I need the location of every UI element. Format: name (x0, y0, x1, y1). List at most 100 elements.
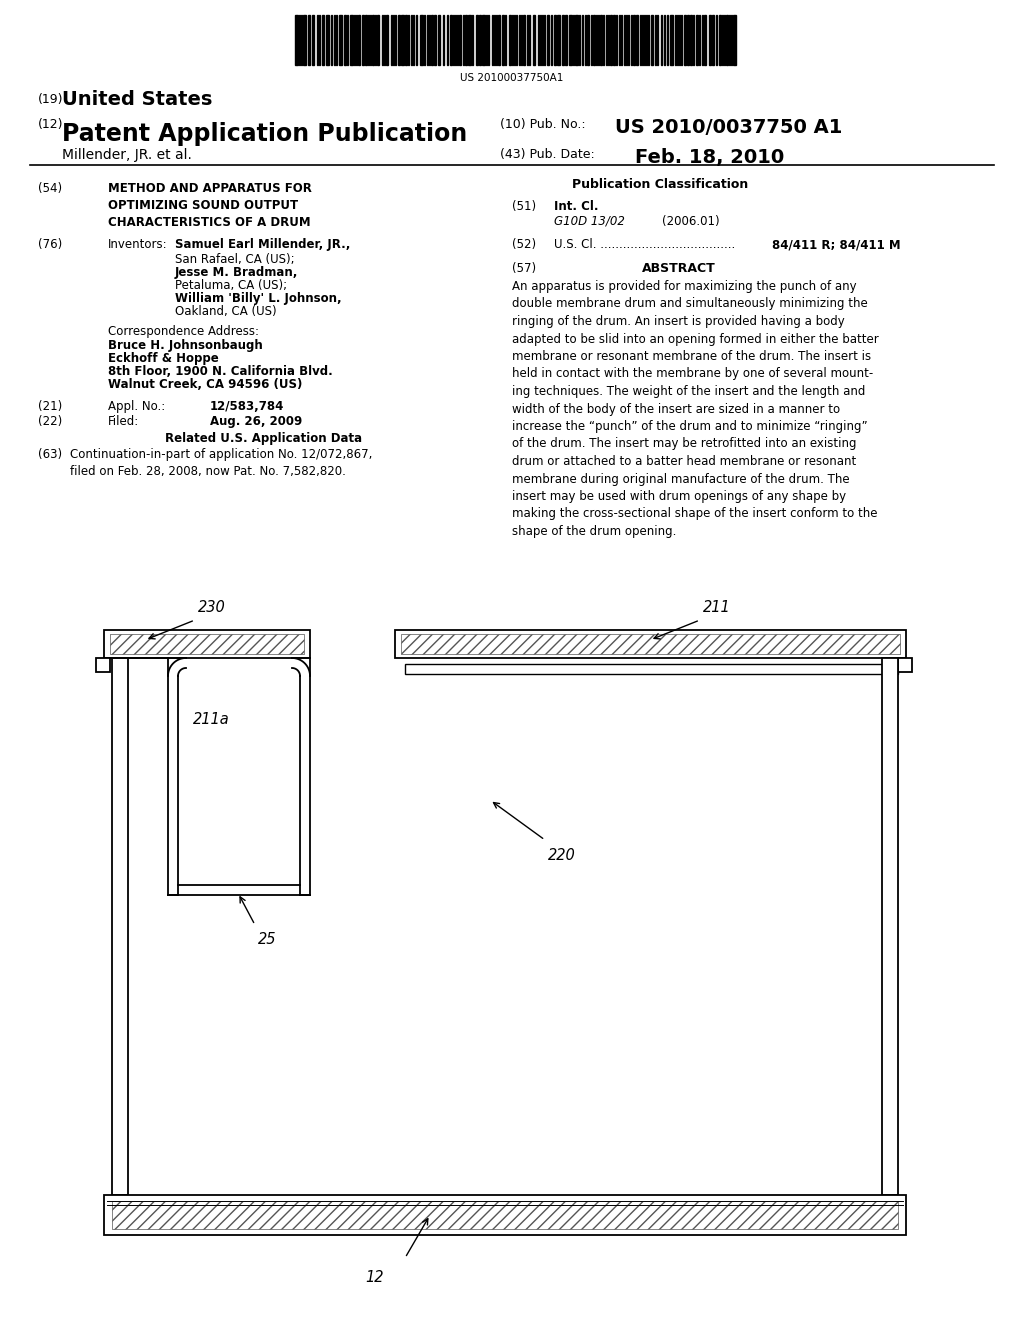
Text: (51): (51) (512, 201, 537, 213)
Bar (395, 630, 906, 657)
Text: Aug. 26, 2009: Aug. 26, 2009 (210, 414, 302, 428)
Text: Bruce H. Johnsonbaugh: Bruce H. Johnsonbaugh (108, 339, 263, 352)
Bar (303, 15, 306, 65)
Bar (547, 15, 549, 65)
Bar (719, 15, 721, 65)
Text: (12): (12) (38, 117, 63, 131)
Text: (10) Pub. No.:: (10) Pub. No.: (500, 117, 586, 131)
Text: Eckhoff & Hoppe: Eckhoff & Hoppe (108, 352, 219, 366)
Bar (476, 15, 478, 65)
Bar (482, 15, 485, 65)
Text: (76): (76) (38, 238, 62, 251)
Bar (344, 15, 346, 65)
Bar (575, 15, 578, 65)
Text: Int. Cl.: Int. Cl. (554, 201, 598, 213)
Bar (434, 15, 436, 65)
Text: U.S. Cl. ....................................: U.S. Cl. ...............................… (554, 238, 735, 251)
Bar (110, 634, 304, 653)
Bar (479, 15, 481, 65)
Bar (401, 15, 404, 65)
Bar (465, 15, 467, 65)
Text: 12/583,784: 12/583,784 (210, 400, 285, 413)
Bar (398, 15, 400, 65)
Text: Continuation-in-part of application No. 12/072,867,
filed on Feb. 28, 2008, now : Continuation-in-part of application No. … (70, 447, 373, 478)
Bar (610, 15, 612, 65)
Text: Feb. 18, 2010: Feb. 18, 2010 (635, 148, 784, 168)
Bar (690, 15, 692, 65)
Text: 8th Floor, 1900 N. California Blvd.: 8th Floor, 1900 N. California Blvd. (108, 366, 333, 378)
Bar (112, 1201, 898, 1229)
Bar (562, 15, 564, 65)
Text: ABSTRACT: ABSTRACT (642, 261, 716, 275)
Text: (21): (21) (38, 400, 62, 413)
Text: (63): (63) (38, 447, 62, 461)
Text: San Rafael, CA (US);: San Rafael, CA (US); (175, 253, 295, 267)
Text: Publication Classification: Publication Classification (572, 178, 749, 191)
Bar (633, 15, 635, 65)
Bar (386, 15, 388, 65)
Text: US 2010/0037750 A1: US 2010/0037750 A1 (615, 117, 843, 137)
Bar (450, 15, 452, 65)
Text: Related U.S. Application Data: Related U.S. Application Data (165, 432, 362, 445)
Bar (401, 634, 900, 653)
Text: 12: 12 (365, 1270, 384, 1284)
Text: US 20100037750A1: US 20100037750A1 (461, 73, 563, 83)
Bar (882, 657, 898, 1195)
Bar (96, 657, 110, 672)
Text: (19): (19) (38, 92, 63, 106)
Bar (420, 15, 423, 65)
Bar (705, 15, 706, 65)
Bar (509, 15, 511, 65)
Bar (709, 15, 711, 65)
Bar (554, 15, 556, 65)
Text: An apparatus is provided for maximizing the punch of any
double membrane drum an: An apparatus is provided for maximizing … (512, 280, 879, 539)
Text: METHOD AND APPARATUS FOR
OPTIMIZING SOUND OUTPUT
CHARACTERISTICS OF A DRUM: METHOD AND APPARATUS FOR OPTIMIZING SOUN… (108, 182, 312, 228)
Text: Jesse M. Bradman,: Jesse M. Bradman, (175, 267, 298, 279)
Bar (322, 15, 324, 65)
Bar (326, 15, 329, 65)
Bar (431, 15, 433, 65)
Text: Walnut Creek, CA 94596 (US): Walnut Creek, CA 94596 (US) (108, 378, 302, 391)
Bar (406, 664, 898, 675)
Bar (569, 15, 572, 65)
Bar (636, 15, 638, 65)
Bar (587, 15, 589, 65)
Bar (733, 15, 736, 65)
Text: (22): (22) (38, 414, 62, 428)
Bar (593, 15, 595, 65)
Text: United States: United States (62, 90, 212, 110)
Text: Millender, JR. et al.: Millender, JR. et al. (62, 148, 191, 162)
Bar (651, 15, 653, 65)
Text: G10D 13/02: G10D 13/02 (554, 215, 625, 228)
Bar (696, 15, 698, 65)
Text: 220: 220 (548, 847, 575, 863)
Bar (670, 15, 673, 65)
Bar (104, 1195, 906, 1236)
Bar (295, 15, 298, 65)
Text: Patent Application Publication: Patent Application Publication (62, 121, 467, 147)
Text: Inventors:: Inventors: (108, 238, 168, 251)
Bar (613, 15, 615, 65)
Bar (468, 15, 471, 65)
Bar (502, 15, 504, 65)
Text: Oakland, CA (US): Oakland, CA (US) (175, 305, 276, 318)
Bar (726, 15, 728, 65)
Bar (358, 15, 360, 65)
Bar (684, 15, 686, 65)
Text: Filed:: Filed: (108, 414, 139, 428)
Bar (365, 15, 367, 65)
Text: 230: 230 (198, 601, 225, 615)
Bar (600, 15, 602, 65)
Text: Petaluma, CA (US);: Petaluma, CA (US); (175, 279, 287, 292)
Text: 25: 25 (258, 932, 276, 946)
Bar (534, 15, 535, 65)
Bar (350, 15, 353, 65)
Text: (2006.01): (2006.01) (662, 215, 720, 228)
Bar (377, 15, 379, 65)
Text: 211: 211 (703, 601, 731, 615)
Text: Correspondence Address:: Correspondence Address: (108, 325, 259, 338)
Text: Appl. No.:: Appl. No.: (108, 400, 165, 413)
Bar (104, 630, 310, 657)
Bar (372, 15, 374, 65)
Text: 84/411 R; 84/411 M: 84/411 R; 84/411 M (772, 238, 901, 251)
